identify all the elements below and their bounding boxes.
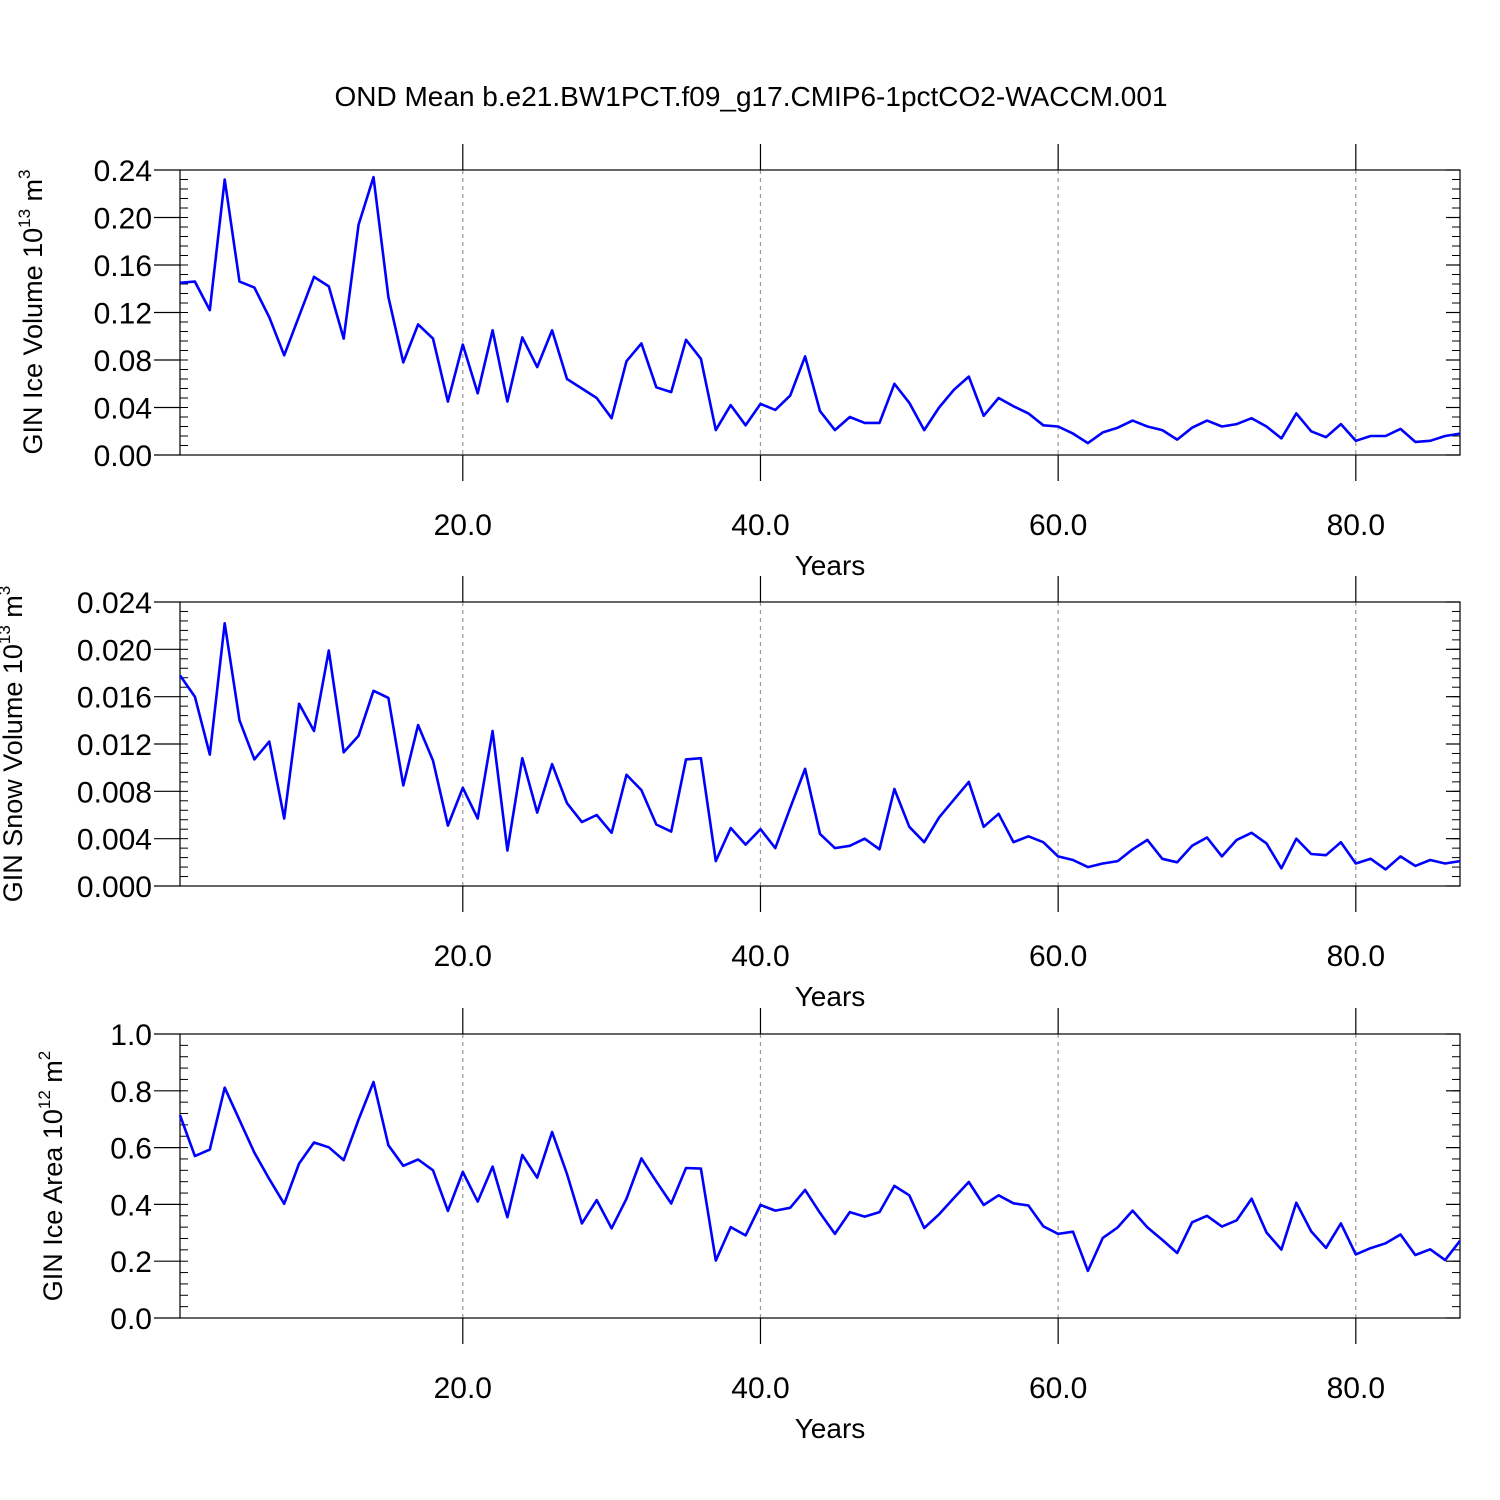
y-tick-label: 0.008 [77, 776, 152, 809]
y-axis-label-exponent: 2 [35, 1051, 54, 1060]
y-tick-label: 0.20 [94, 203, 152, 236]
y-axis-label-text: GIN Ice Volume 10 [18, 228, 48, 455]
y-axis-label-unit: m [18, 179, 48, 209]
x-tick-label: 80.0 [1327, 1372, 1385, 1405]
x-axis-label: Years [795, 550, 866, 581]
x-tick-label: 80.0 [1327, 940, 1385, 973]
series-line [179, 175, 1461, 445]
y-tick-label: 0.8 [110, 1076, 152, 1109]
plot-frame [179, 1033, 1461, 1319]
y-tick-label: 0.000 [77, 871, 152, 904]
y-tick-label: 0.12 [94, 298, 152, 331]
y-axis-label-unit: m [38, 1060, 68, 1090]
y-axis-label-exponent: 13 [0, 625, 14, 644]
y-axis-label: GIN Ice Volume 1013 m3 [15, 169, 48, 454]
x-axis-label: Years [795, 1413, 866, 1444]
y-tick-label: 0.04 [94, 393, 152, 426]
y-tick-label: 0.2 [110, 1246, 152, 1279]
y-tick-label: 0.0 [110, 1303, 152, 1336]
y-tick-label: 0.08 [94, 345, 152, 378]
y-tick-label: 0.00 [94, 440, 152, 473]
y-axis-label: GIN Snow Volume 1013 m3 [0, 586, 28, 903]
panel-snow-volume: 0.000 0.004 0.008 0.012 0.016 0.020 0.024 20.0 4… [0, 576, 1461, 1012]
x-tick-label: 20.0 [434, 1372, 492, 1405]
x-axis-label: Years [795, 981, 866, 1012]
x-tick-label: 60.0 [1029, 940, 1087, 973]
panel-ice-volume: 0.00 0.04 0.08 0.12 0.16 0.20 0.24 20.0 40.0 60.0… [15, 144, 1461, 581]
y-tick-label: 0.016 [77, 682, 152, 715]
x-tick-label: 60.0 [1029, 1372, 1087, 1405]
y-axis-label-text: GIN Snow Volume 10 [0, 644, 28, 902]
y-axis-label: GIN Ice Area 1012 m2 [35, 1051, 68, 1302]
y-tick-label: 0.024 [77, 587, 152, 620]
chart-title: OND Mean b.e21.BW1PCT.f09_g17.CMIP6-1pct… [334, 81, 1167, 112]
x-tick-label: 40.0 [731, 1372, 789, 1405]
y-axis-label-exponent: 12 [35, 1090, 54, 1109]
x-tick-label: 20.0 [434, 509, 492, 542]
x-tick-label: 20.0 [434, 940, 492, 973]
y-axis-label-unit: m [0, 595, 28, 625]
y-tick-label: 0.4 [110, 1189, 152, 1222]
x-tick-label: 40.0 [731, 940, 789, 973]
x-tick-label: 40.0 [731, 509, 789, 542]
y-axis-label-exponent: 3 [15, 169, 34, 178]
x-tick-label: 80.0 [1327, 509, 1385, 542]
y-tick-label: 0.16 [94, 250, 152, 283]
y-tick-label: 0.6 [110, 1133, 152, 1166]
y-tick-label: 0.012 [77, 729, 152, 762]
y-tick-label: 0.24 [94, 155, 152, 188]
panel-ice-area: 0.0 0.2 0.4 0.6 0.8 1.0 20.0 40.0 60.0 80.0 Years G… [35, 1008, 1462, 1444]
y-tick-label: 0.004 [77, 824, 152, 857]
series-line [178, 1080, 1462, 1273]
y-tick-label: 1.0 [110, 1019, 152, 1052]
series-line [178, 621, 1461, 871]
y-axis-label-text: GIN Ice Area 10 [38, 1109, 68, 1301]
y-tick-label: 0.020 [77, 634, 152, 667]
y-axis-label-exponent: 3 [0, 586, 14, 595]
x-tick-label: 60.0 [1029, 509, 1087, 542]
y-axis-label-exponent: 13 [15, 209, 34, 228]
